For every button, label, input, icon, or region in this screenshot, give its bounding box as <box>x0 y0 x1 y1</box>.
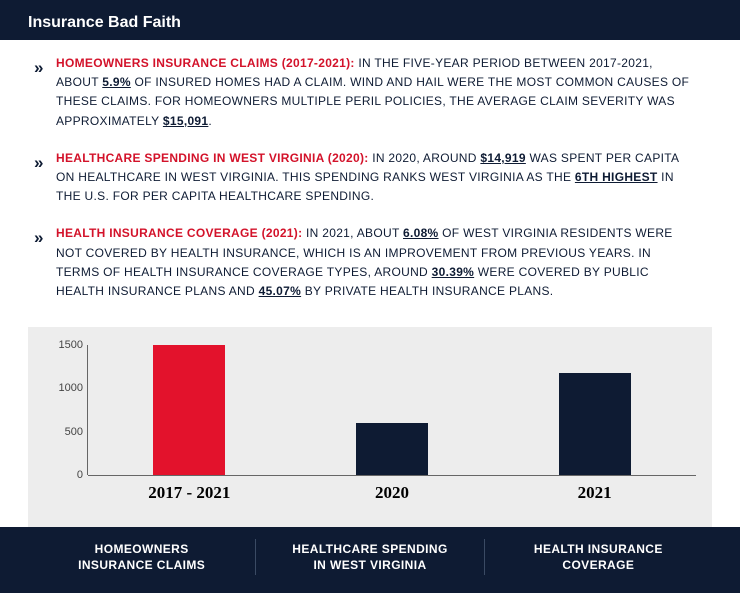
stat-highlight: 45.07% <box>259 284 302 298</box>
stat-highlight: 6TH HIGHEST <box>575 170 658 184</box>
stat-highlight: $15,091 <box>163 114 208 128</box>
footer-column: HEALTH INSURANCECOVERAGE <box>485 539 712 575</box>
bar <box>153 345 225 475</box>
y-tick: 1000 <box>59 382 83 394</box>
page-header: Insurance Bad Faith <box>0 0 740 40</box>
bullet-item: HOMEOWNERS INSURANCE CLAIMS (2017-2021):… <box>56 54 696 131</box>
bar-column: 2017 - 2021 <box>88 345 291 475</box>
bullet-lead: HOMEOWNERS INSURANCE CLAIMS (2017-2021): <box>56 56 355 70</box>
stat-highlight: 5.9% <box>102 75 131 89</box>
page-title: Insurance Bad Faith <box>28 14 181 31</box>
stat-highlight: 30.39% <box>432 265 475 279</box>
bullet-item: HEALTH INSURANCE COVERAGE (2021): IN 202… <box>56 224 696 301</box>
bullet-lead: HEALTHCARE SPENDING IN WEST VIRGINIA (20… <box>56 151 369 165</box>
stat-highlight: $14,919 <box>480 151 525 165</box>
bar-chart: 050010001500 2017 - 202120202021 <box>28 327 712 527</box>
footer-column: HOMEOWNERSINSURANCE CLAIMS <box>28 539 256 575</box>
bar <box>356 423 428 475</box>
y-tick: 0 <box>77 469 83 481</box>
x-label: 2017 - 2021 <box>88 483 291 503</box>
y-tick: 500 <box>65 426 83 438</box>
bar <box>559 373 631 475</box>
stat-highlight: 6.08% <box>403 226 439 240</box>
bars-container: 2017 - 202120202021 <box>88 345 696 475</box>
bullet-item: HEALTHCARE SPENDING IN WEST VIRGINIA (20… <box>56 149 696 207</box>
y-tick: 1500 <box>59 339 83 351</box>
bar-column: 2021 <box>493 345 696 475</box>
x-label: 2021 <box>493 483 696 503</box>
footer-column: HEALTHCARE SPENDINGIN WEST VIRGINIA <box>256 539 484 575</box>
bar-column: 2020 <box>291 345 494 475</box>
bullet-lead: HEALTH INSURANCE COVERAGE (2021): <box>56 226 302 240</box>
x-label: 2020 <box>291 483 494 503</box>
bullet-list: HOMEOWNERS INSURANCE CLAIMS (2017-2021):… <box>0 40 740 327</box>
chart-footer: HOMEOWNERSINSURANCE CLAIMSHEALTHCARE SPE… <box>0 527 740 593</box>
x-axis <box>88 475 696 476</box>
y-axis: 050010001500 <box>44 345 88 475</box>
